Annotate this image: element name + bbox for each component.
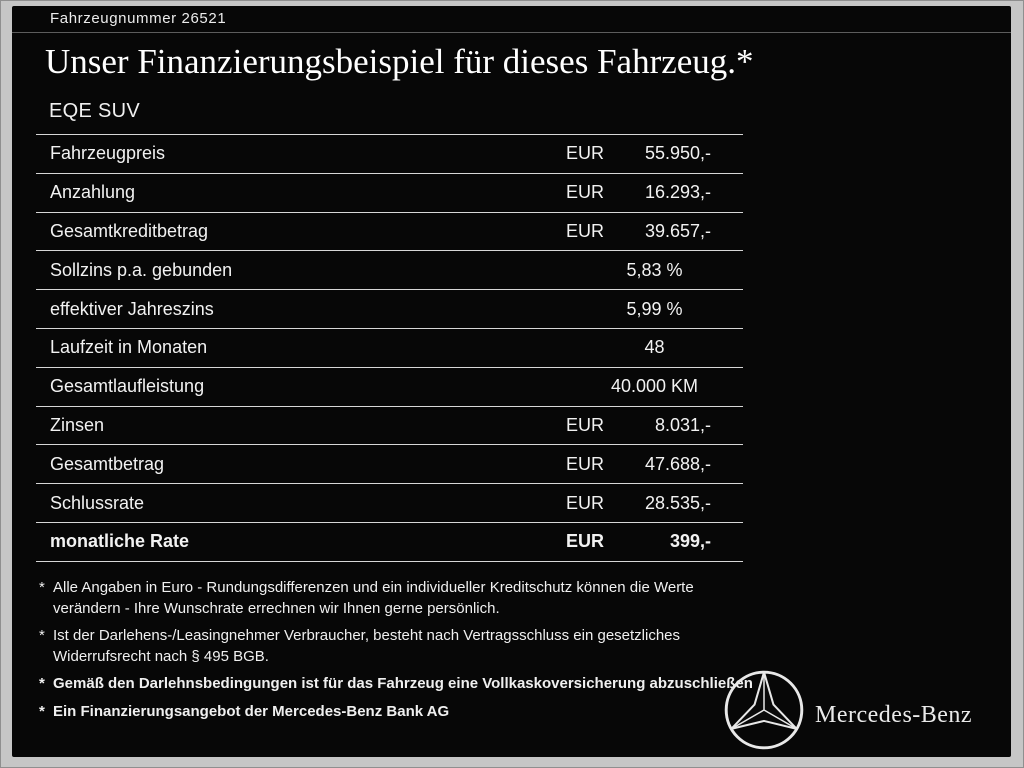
amount-value: 8.031,- xyxy=(654,414,711,435)
row-label: Gesamtbetrag xyxy=(50,453,165,474)
amount-value: 47.688,- xyxy=(644,453,711,474)
row-value: 5,99 % xyxy=(566,299,743,320)
row-label: Gesamtlaufleistung xyxy=(50,376,205,397)
amount-value: 48 xyxy=(644,337,665,358)
table-row: Schlussrate EUR 28.535,- xyxy=(36,483,743,522)
finance-panel: Fahrzeugnummer 26521 Unser Finanzierungs… xyxy=(12,6,1011,757)
row-value: EUR 28.535,- xyxy=(566,493,743,514)
amount-value: 40.000 KM xyxy=(610,376,699,397)
vehicle-number: Fahrzeugnummer 26521 xyxy=(50,10,227,27)
row-label: Gesamtkreditbetrag xyxy=(50,220,209,241)
currency-label: EUR xyxy=(566,414,605,435)
table-row-monthly-rate: monatliche Rate EUR 399,- xyxy=(36,521,743,561)
currency-label: EUR xyxy=(566,492,605,513)
amount-value: 16.293,- xyxy=(644,182,711,203)
table-row: Gesamtkreditbetrag EUR 39.657,- xyxy=(36,211,743,251)
table-row: Laufzeit in Monaten 48 xyxy=(36,327,743,367)
table-row: Zinsen EUR 8.031,- xyxy=(36,405,743,445)
row-value: EUR 55.950,- xyxy=(566,143,743,164)
row-value: EUR 47.688,- xyxy=(566,454,743,475)
row-label: Laufzeit in Monaten xyxy=(50,337,208,358)
row-label: Anzahlung xyxy=(50,182,136,203)
table-row: Gesamtlaufleistung 40.000 KM xyxy=(36,366,743,406)
currency-label: EUR xyxy=(566,182,605,203)
row-label: Fahrzeugpreis xyxy=(50,143,166,164)
footnote: * Alle Angaben in Euro - Rundungsdiffere… xyxy=(39,578,753,619)
footnote-text: Gemäß den Darlehnsbedingungen ist für da… xyxy=(53,675,753,692)
table-row: Fahrzeugpreis EUR 55.950,- xyxy=(36,134,743,173)
amount-value: 399,- xyxy=(669,531,711,552)
currency-label: EUR xyxy=(566,220,605,241)
currency-label: EUR xyxy=(566,453,605,474)
footnotes-section: * Alle Angaben in Euro - Rundungsdiffere… xyxy=(39,578,753,729)
amount-value: 39.657,- xyxy=(644,220,711,241)
table-row: effektiver Jahreszins 5,99 % xyxy=(36,289,743,328)
finance-table: Fahrzeugpreis EUR 55.950,- Anzahlung EUR… xyxy=(36,134,743,562)
footnote: * Ist der Darlehens-/Leasingnehmer Verbr… xyxy=(39,626,753,667)
page-title: Unser Finanzierungsbeispiel für dieses F… xyxy=(45,42,754,81)
row-value: 5,83 % xyxy=(566,260,743,281)
footnote-marker: * xyxy=(39,702,45,720)
table-row: Sollzins p.a. gebunden 5,83 % xyxy=(36,250,743,289)
row-value: EUR 8.031,- xyxy=(566,415,743,436)
row-label: Schlussrate xyxy=(50,492,145,513)
footnote-text: Ist der Darlehens-/Leasingnehmer Verbrau… xyxy=(53,627,681,665)
footnote-marker: * xyxy=(39,579,45,596)
currency-label: EUR xyxy=(566,143,605,164)
footnote: * Gemäß den Darlehnsbedingungen ist für … xyxy=(39,674,753,695)
amount-value: 55.950,- xyxy=(644,143,711,164)
row-value: EUR 16.293,- xyxy=(566,182,743,203)
amount-value: 28.535,- xyxy=(644,492,711,513)
row-label: monatliche Rate xyxy=(50,531,190,552)
footnote-marker: * xyxy=(39,675,45,692)
row-label: Sollzins p.a. gebunden xyxy=(50,259,233,280)
brand-name: Mercedes-Benz xyxy=(815,702,973,728)
row-label: Zinsen xyxy=(50,414,105,435)
amount-value: 5,99 % xyxy=(626,298,683,319)
footnote-text: Alle Angaben in Euro - Rundungsdifferenz… xyxy=(53,579,694,617)
footnote: * Ein Finanzierungsangebot der Mercedes-… xyxy=(39,702,753,723)
row-value: EUR 399,- xyxy=(566,531,743,552)
row-value: 48 xyxy=(566,337,743,358)
mercedes-star-icon xyxy=(722,668,806,752)
model-name: EQE SUV xyxy=(49,100,141,122)
header-divider xyxy=(12,32,1011,33)
footnote-marker: * xyxy=(39,627,45,644)
amount-value: 5,83 % xyxy=(626,259,683,280)
currency-label: EUR xyxy=(566,531,605,552)
table-row: Anzahlung EUR 16.293,- xyxy=(36,172,743,212)
row-label: effektiver Jahreszins xyxy=(50,298,214,319)
footnote-text: Ein Finanzierungsangebot der Mercedes-Be… xyxy=(53,702,450,720)
table-row: Gesamtbetrag EUR 47.688,- xyxy=(36,444,743,483)
row-value: 40.000 KM xyxy=(566,376,743,397)
row-value: EUR 39.657,- xyxy=(566,221,743,242)
